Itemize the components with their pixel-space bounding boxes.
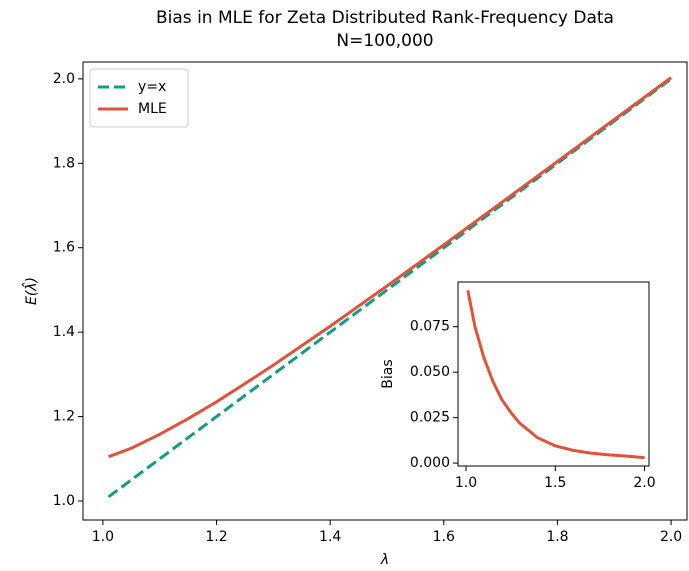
- series-line: [107, 77, 672, 498]
- legend-label: MLE: [138, 101, 167, 117]
- series-line: [466, 290, 645, 460]
- x-tick-label: 1.8: [546, 529, 568, 545]
- chart-title: Bias in MLE for Zeta Distributed Rank-Fr…: [156, 8, 614, 28]
- x-tick-label: 1.6: [433, 529, 455, 545]
- chart-subtitle: N=100,000: [336, 31, 433, 51]
- y-tick-label: 1.2: [53, 409, 75, 425]
- y-tick-label: 1.0: [53, 493, 75, 509]
- x-tick-label: 2.0: [633, 475, 655, 491]
- y-tick-label: 0.025: [410, 410, 450, 426]
- plot-layer: [107, 76, 672, 498]
- y-axis-label: Bias: [380, 359, 396, 388]
- plot-area: [458, 282, 649, 466]
- legend-label: y=x: [138, 79, 166, 95]
- y-tick-label: 0.000: [410, 455, 450, 471]
- legend-box: [89, 68, 189, 128]
- y-tick-label: 1.8: [53, 155, 75, 171]
- x-axis-label: λ: [380, 552, 389, 568]
- axes-frame: [457, 281, 650, 467]
- x-tick-label: 1.2: [205, 529, 227, 545]
- y-axis-label: E(λ̂): [21, 277, 40, 305]
- x-tick-label: 2.0: [660, 529, 682, 545]
- y-tick-label: 1.6: [53, 240, 75, 256]
- y-tick-label: 0.050: [410, 364, 450, 380]
- series-line: [108, 76, 672, 459]
- y-tick-label: 2.0: [53, 71, 75, 87]
- x-tick-label: 1.0: [92, 529, 114, 545]
- plot-layer: [466, 290, 645, 460]
- axes-frame: [82, 61, 688, 521]
- x-tick-label: 1.5: [544, 475, 566, 491]
- y-tick-label: 0.075: [410, 319, 450, 335]
- x-tick-label: 1.0: [455, 475, 477, 491]
- x-tick-label: 1.4: [319, 529, 341, 545]
- y-tick-label: 1.4: [53, 324, 75, 340]
